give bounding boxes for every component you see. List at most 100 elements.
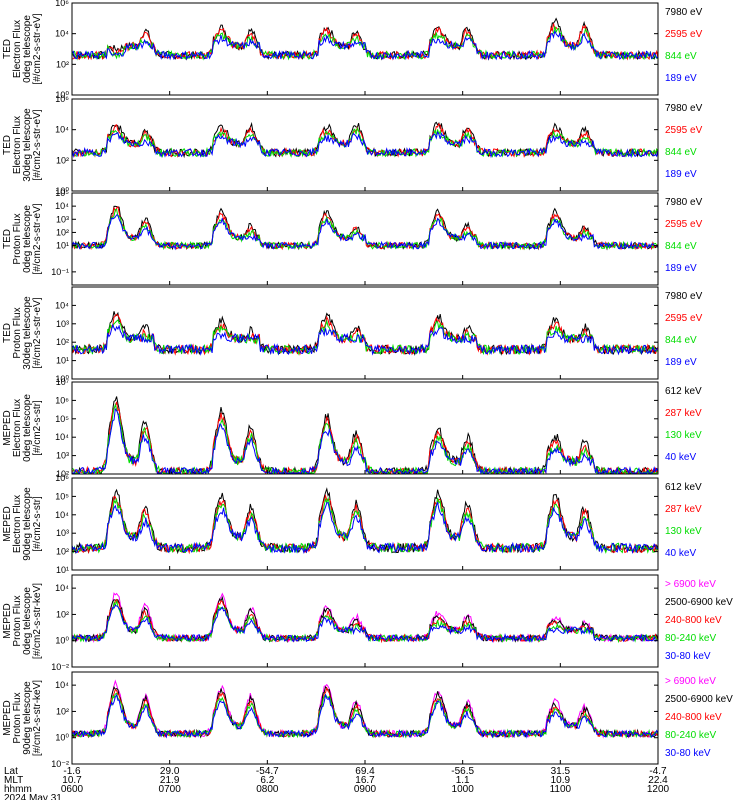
x-tick-label: 16.7 [355, 775, 375, 786]
y-tick-label: 10⁴ [55, 300, 69, 310]
y-axis-label: Electron Flux [12, 495, 23, 553]
y-tick-label: 10¹ [56, 241, 69, 251]
series-line-1-1 [71, 17, 659, 61]
series-line-3-1 [71, 205, 659, 251]
panel-4: 10⁰ 10¹ 10² 10³ 10⁴ TED Proton Flux 30deg teles… [2, 286, 703, 384]
y-axis-label: [#/cm2-s-str-keV] [32, 680, 43, 756]
y-axis-label: MEPED [2, 700, 13, 736]
x-tick-label: 31.5 [551, 766, 571, 777]
legend-entry: 240-800 keV [665, 615, 722, 626]
y-tick-label: 10⁶ [55, 395, 69, 405]
legend-entry: 2595 eV [665, 29, 703, 40]
legend-entry: 844 eV [665, 147, 697, 158]
y-axis-label: Electron Flux [12, 399, 23, 457]
y-tick-label: 10² [56, 609, 69, 619]
y-axis-label: 0deg telescope [22, 15, 33, 83]
legend-entry: 30-80 keV [665, 651, 711, 662]
series-line-2-2 [71, 122, 659, 158]
y-tick-label: 10⁵ [55, 491, 69, 501]
panel-7: 10⁻² 10⁰ 10² 10⁴ MEPED Proton Flux 0deg telesc… [2, 574, 733, 672]
y-axis-label: [#/cm2-s-str-eV] [32, 297, 43, 368]
series-line-4-1 [71, 311, 659, 357]
y-axis-label: Proton Flux [12, 213, 23, 264]
series-line-3-4 [71, 214, 659, 251]
y-axis-label: [#/cm2-s-str-eV] [32, 203, 43, 274]
x-tick-label: 0800 [256, 784, 279, 795]
legend-entry: 189 eV [665, 169, 697, 180]
y-tick-label: 10⁴ [55, 29, 69, 39]
y-axis-label: TED [2, 135, 13, 155]
legend-entry: 2595 eV [665, 125, 703, 136]
x-tick-label: 1000 [452, 784, 475, 795]
y-axis-label: Electron Flux [12, 116, 23, 174]
y-axis-label: 30deg telescope [22, 296, 33, 370]
legend-entry: 80-240 keV [665, 730, 716, 741]
legend-entry: 2500-6900 keV [665, 597, 733, 608]
legend-entry: 844 eV [665, 335, 697, 346]
x-tick-label: 22.4 [648, 775, 668, 786]
y-axis-label: TED [2, 229, 13, 249]
x-tick-label: 0700 [159, 784, 182, 795]
y-tick-label: 10⁻² [51, 759, 69, 769]
y-axis-label: 90deg telescope [22, 681, 33, 755]
y-tick-label: 10⁻² [51, 662, 69, 672]
legend-entry: 30-80 keV [665, 748, 711, 759]
y-axis-label: [#/cm2-s-str-eV] [32, 109, 43, 180]
y-tick-label: 10³ [56, 319, 69, 329]
x-tick-label: 10.7 [62, 775, 82, 786]
series-line-7-1 [71, 592, 659, 644]
y-tick-label: 10² [56, 706, 69, 716]
y-tick-label: 10⁰ [55, 636, 69, 646]
y-tick-label: 10³ [56, 451, 69, 461]
x-tick-label: 0600 [61, 784, 84, 795]
legend-entry: 2595 eV [665, 313, 703, 324]
panel-frame [71, 477, 659, 571]
series-line-8-5 [71, 693, 659, 739]
y-tick-label: 10³ [56, 528, 69, 538]
x-row-label: Lat [4, 766, 18, 777]
y-tick-label: 10² [56, 337, 69, 347]
y-axis-label: Proton Flux [12, 595, 23, 646]
y-tick-label: 10⁻¹ [51, 267, 69, 277]
series-line-6-2 [71, 493, 659, 555]
legend-entry: 7980 eV [665, 291, 703, 302]
y-tick-label: 10⁵ [55, 188, 69, 198]
legend-entry: 612 keV [665, 386, 702, 397]
series-line-2-3 [71, 126, 659, 158]
y-axis-label: [#/cm2-s-str-keV] [32, 583, 43, 659]
legend-entry: 612 keV [665, 482, 702, 493]
y-tick-label: 10² [56, 469, 69, 479]
y-tick-label: 10⁰ [55, 90, 69, 100]
x-tick-label: 29.0 [160, 766, 180, 777]
series-line-3-2 [71, 205, 659, 251]
x-tick-label: -56.5 [451, 766, 474, 777]
legend-entry: 287 keV [665, 504, 702, 515]
legend-entry: 130 keV [665, 526, 702, 537]
y-axis-label: 0deg telescope [22, 587, 33, 655]
y-tick-label: 10⁰ [55, 186, 69, 196]
panel-6: 10¹ 10² 10³ 10⁴ 10⁵ 10⁶ MEPED Electron Flux 90de… [2, 473, 702, 575]
x-tick-label: -1.6 [63, 766, 81, 777]
legend-entry: 130 keV [665, 430, 702, 441]
panel-3: 10⁻¹ 10¹ 10² 10³ 10⁴ 10⁵ TED Proton Flux 0deg te… [2, 188, 703, 286]
y-tick-label: 10⁵ [55, 414, 69, 424]
legend-entry: 844 eV [665, 51, 697, 62]
y-tick-label: 10³ [56, 214, 69, 224]
x-tick-label: 69.4 [355, 766, 375, 777]
legend-entry: 40 keV [665, 452, 696, 463]
y-axis-label: MEPED [2, 603, 13, 639]
y-axis-label: TED [2, 39, 13, 59]
x-tick-label: 1200 [647, 784, 670, 795]
y-axis-label: 0deg telescope [22, 205, 33, 273]
y-axis-label: 0deg telescope [22, 394, 33, 462]
y-axis-label: 30deg telescope [22, 108, 33, 182]
legend-entry: 189 eV [665, 263, 697, 274]
y-tick-label: 10¹ [56, 565, 69, 575]
x-tick-label: -4.7 [649, 766, 667, 777]
legend-entry: > 6900 keV [665, 676, 716, 687]
y-tick-label: 10⁴ [55, 680, 69, 690]
panel-1: 10⁰ 10² 10⁴ 10⁶ TED Electron Flux 0deg telesco… [2, 0, 703, 100]
y-axis-label: Electron Flux [12, 20, 23, 78]
legend-entry: 189 eV [665, 357, 697, 368]
